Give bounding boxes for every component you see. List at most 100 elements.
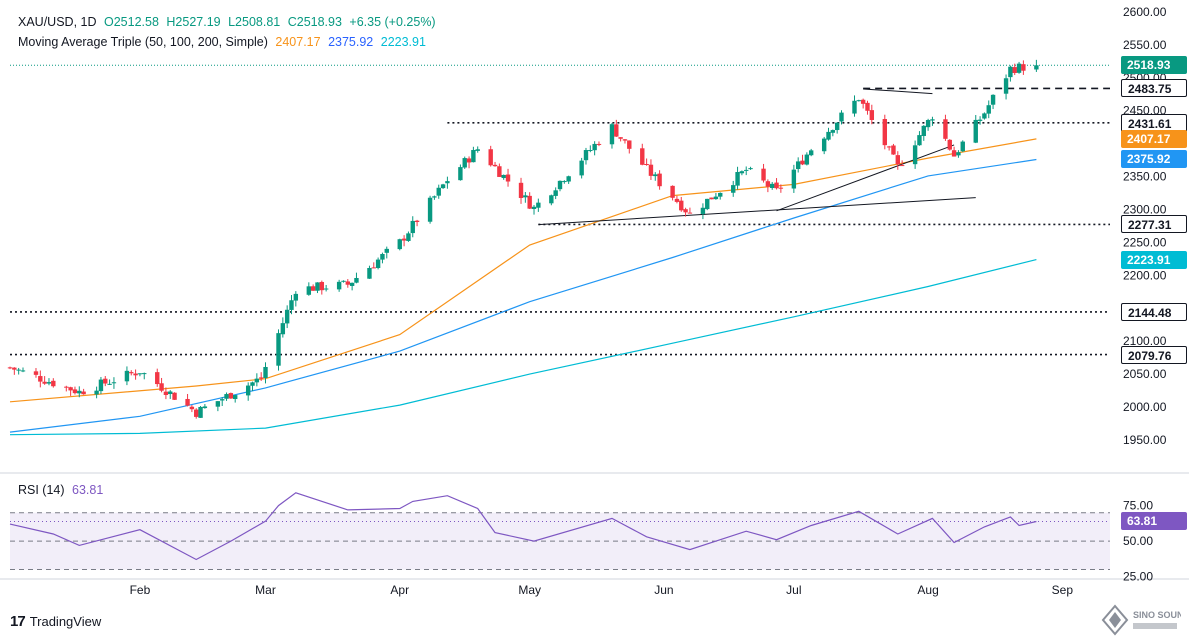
candle-body	[232, 395, 238, 400]
candle-body	[440, 184, 446, 189]
candle-body	[640, 148, 645, 165]
rsi-pane	[9, 492, 1110, 570]
rsi-badge: 63.81	[1121, 512, 1187, 531]
candle-body	[770, 183, 775, 188]
candle-body	[263, 366, 268, 378]
candle-body	[315, 282, 320, 291]
candle-body	[137, 373, 143, 375]
candle-body	[735, 172, 740, 186]
candle-body	[562, 181, 567, 183]
candle-body	[1034, 65, 1039, 70]
candle-body	[155, 372, 160, 385]
candle-body	[774, 182, 779, 189]
candle-body	[1003, 78, 1009, 94]
candle-body	[215, 401, 221, 407]
candle-body	[194, 409, 199, 417]
candle-body	[42, 381, 47, 384]
candle-body	[501, 174, 506, 179]
candle-body	[748, 168, 753, 170]
candle-body	[492, 164, 498, 167]
candle-body	[228, 393, 234, 399]
tradingview-branding[interactable]: 17 TradingView	[10, 613, 101, 630]
indicator-header: Moving Average Triple (50, 100, 200, Sim…	[18, 35, 430, 49]
trendline	[863, 88, 933, 95]
candle-body	[310, 286, 316, 291]
candle-body	[596, 143, 602, 145]
price-badge: 2277.31	[1121, 215, 1187, 234]
x-tick-label: Sep	[1052, 583, 1074, 597]
high-value: H2527.19	[166, 15, 221, 29]
rsi-label[interactable]: RSI (14)	[18, 483, 65, 497]
candle-body	[1016, 63, 1022, 73]
price-badge: 2483.75	[1121, 79, 1187, 98]
chart-grid	[0, 472, 1189, 580]
candle-body	[557, 180, 563, 190]
candle-body	[306, 286, 312, 295]
candle-body	[384, 248, 389, 253]
candle-body	[16, 369, 21, 371]
candle-body	[951, 150, 957, 157]
candle-body	[163, 391, 169, 395]
candle-body	[185, 398, 190, 406]
candle-body	[159, 383, 164, 391]
candle-body	[371, 267, 376, 269]
candle-body	[471, 149, 476, 163]
candle-body	[293, 293, 299, 301]
open-value: O2512.58	[103, 15, 159, 29]
candle-body	[990, 94, 996, 105]
candle-body	[891, 145, 896, 155]
candle-body	[657, 173, 662, 187]
candle-body	[345, 281, 350, 285]
y-tick-label: 2550.00	[1123, 38, 1167, 52]
y-tick-label: 2100.00	[1123, 334, 1167, 348]
x-tick-label: May	[518, 583, 541, 597]
candle-body	[523, 195, 528, 198]
ma50-line	[9, 138, 1037, 403]
candle-body	[895, 155, 900, 165]
candle-body	[414, 220, 420, 223]
candle-body	[865, 102, 870, 111]
candle-body	[653, 174, 658, 177]
tradingview-logo-icon: 17	[10, 613, 26, 630]
y-tick-label: 2600.00	[1123, 5, 1167, 19]
x-tick-label: Mar	[255, 583, 276, 597]
candle-body	[51, 380, 56, 387]
ma100-value: 2375.92	[328, 35, 374, 49]
candle-body	[731, 185, 736, 193]
x-tick-label: Apr	[390, 583, 409, 597]
candle-body	[172, 392, 177, 400]
candle-body	[445, 181, 450, 184]
candle-body	[531, 206, 537, 210]
candle-body	[700, 207, 706, 214]
ma50-value: 2407.17	[275, 35, 321, 49]
rsi-tick-label: 50.00	[1123, 534, 1153, 548]
candle-body	[406, 233, 411, 241]
candle-body	[705, 198, 710, 210]
price-badge: 2518.93	[1121, 56, 1187, 75]
candle-body	[258, 377, 264, 379]
candle-body	[791, 169, 797, 189]
candle-body	[925, 120, 931, 128]
candle-body	[899, 165, 905, 167]
candle-body	[588, 150, 593, 152]
price-badge: 2223.91	[1121, 250, 1187, 269]
candle-body	[7, 367, 13, 369]
candle-body	[687, 212, 693, 214]
candle-body	[778, 187, 784, 189]
candle-body	[549, 195, 554, 204]
y-tick-label: 2050.00	[1123, 367, 1167, 381]
candle-body	[674, 198, 680, 202]
candle-body	[1021, 64, 1026, 71]
candle-body	[618, 137, 623, 139]
x-tick-label: Jun	[654, 583, 673, 597]
candle-body	[202, 406, 208, 409]
symbol-label[interactable]: XAU/USD, 1D	[18, 15, 97, 29]
indicator-label[interactable]: Moving Average Triple (50, 100, 200, Sim…	[18, 35, 268, 49]
candle-body	[679, 200, 684, 211]
candle-body	[765, 181, 771, 187]
candle-body	[276, 333, 281, 366]
candle-body	[103, 378, 108, 384]
candle-body	[33, 371, 39, 375]
trendline	[538, 197, 976, 226]
